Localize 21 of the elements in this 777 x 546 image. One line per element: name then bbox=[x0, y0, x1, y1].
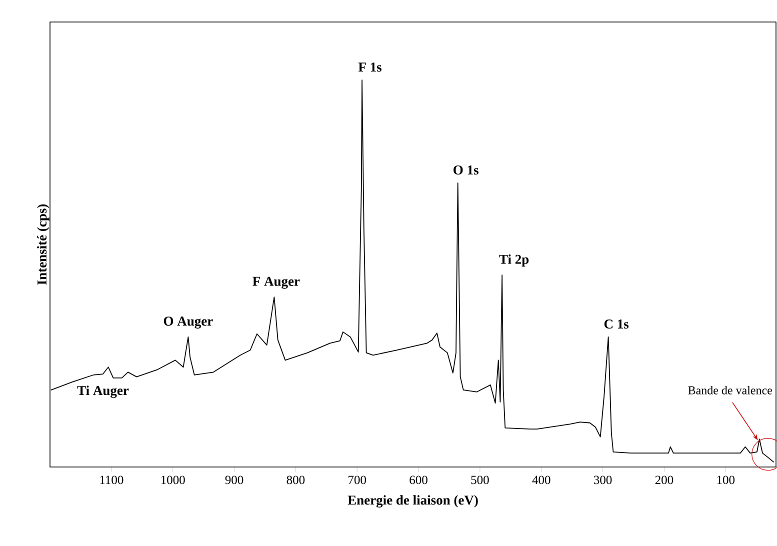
annotation: F Auger bbox=[252, 276, 300, 289]
x-tick-label: 300 bbox=[594, 476, 612, 484]
annotation: C 1s bbox=[604, 320, 629, 329]
x-tick-label: 100 bbox=[717, 476, 735, 484]
x-tick-label: 200 bbox=[655, 476, 674, 484]
x-tick-label: 900 bbox=[225, 476, 244, 484]
y-axis-title: Intensité (cps) bbox=[37, 204, 50, 285]
x-tick-label: 600 bbox=[410, 476, 428, 484]
x-tick-label: 500 bbox=[471, 476, 489, 484]
annotation: Bande de valence bbox=[688, 386, 772, 394]
x-tick-label: 700 bbox=[348, 476, 366, 484]
x-tick-label: 1000 bbox=[161, 476, 185, 484]
annotation: Ti Auger bbox=[77, 386, 129, 398]
annotation: O Auger bbox=[164, 316, 213, 329]
x-tick-label: 400 bbox=[532, 476, 550, 484]
annotation: Ti 2p bbox=[499, 254, 529, 267]
annotation: F 1s bbox=[358, 62, 382, 72]
x-axis-title: Energie de liaison (eV) bbox=[348, 495, 478, 508]
x-tick-label: 800 bbox=[286, 476, 305, 484]
annotation: O 1s bbox=[454, 165, 478, 175]
x-tick-label: 1100 bbox=[100, 476, 124, 484]
